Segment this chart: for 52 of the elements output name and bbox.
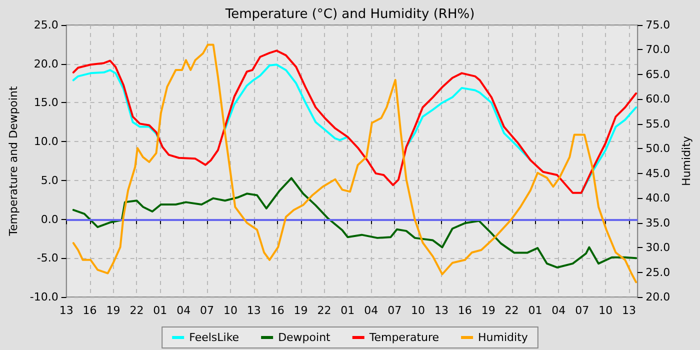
x-tick-label: 07	[200, 304, 214, 317]
x-tick-label: 01	[340, 304, 355, 317]
y-tick-label: 0.0	[40, 212, 58, 226]
y2-tick-label: 65.0	[646, 68, 670, 81]
x-tick-label: 16	[82, 304, 97, 317]
legend-label: FeelsLike	[189, 331, 240, 344]
y2-tick-label: 45.0	[646, 166, 670, 180]
y-tick-label: -5.0	[36, 252, 58, 265]
y2-tick-label: 25.0	[646, 266, 670, 279]
y-tick-label: 5.0	[40, 174, 58, 187]
x-tick-label: 22	[504, 304, 519, 317]
y2-tick-label: 30.0	[646, 241, 670, 254]
legend-label: Humidity	[478, 331, 528, 344]
x-tick-label: 19	[481, 304, 496, 317]
x-tick-label: 07	[575, 304, 590, 317]
y2-tick-label: 75.0	[646, 18, 670, 32]
y2-tick-label: 35.0	[646, 216, 670, 230]
chart-title: Temperature (°C) and Humidity (RH%)	[224, 7, 475, 22]
x-tick-label: 13	[434, 304, 448, 317]
legend-label: Temperature	[368, 331, 440, 344]
x-tick-label: 16	[270, 304, 284, 317]
y-tick-label: -10.0	[30, 290, 58, 304]
y2-tick-label: 55.0	[646, 117, 670, 130]
y-tick-label: 25.0	[34, 18, 58, 32]
x-tick-label: 19	[106, 304, 120, 317]
x-tick-label: 13	[59, 304, 74, 317]
y2-tick-label: 70.0	[646, 43, 670, 56]
x-tick-label: 07	[388, 304, 402, 317]
x-tick-label: 10	[411, 304, 426, 317]
x-tick-label: 22	[317, 304, 332, 317]
y-tick-label: 20.0	[34, 57, 58, 70]
x-tick-label: 22	[130, 304, 144, 317]
x-tick-label: 13	[622, 304, 636, 317]
x-tick-label: 04	[552, 304, 566, 317]
x-tick-label: 04	[364, 304, 378, 317]
x-tick-label: 01	[528, 304, 542, 317]
y-axis-title: Temperature and Dewpoint	[7, 85, 20, 237]
y-tick-label: 15.0	[34, 96, 58, 110]
x-tick-label: 10	[223, 304, 238, 317]
y2-tick-label: 40.0	[646, 192, 670, 205]
x-tick-label: 19	[294, 304, 308, 317]
legend-label: Dewpoint	[278, 331, 332, 344]
y2-axis-title: Humidity	[680, 136, 693, 186]
y2-tick-label: 50.0	[646, 142, 670, 156]
y2-tick-label: 20.0	[646, 290, 670, 304]
x-tick-label: 13	[246, 304, 261, 317]
x-tick-label: 16	[458, 304, 472, 317]
y-tick-label: 10.0	[34, 135, 58, 148]
y2-tick-label: 60.0	[646, 92, 670, 106]
x-tick-label: 01	[153, 304, 168, 317]
x-tick-label: 10	[598, 304, 613, 317]
x-tick-label: 04	[176, 304, 191, 317]
